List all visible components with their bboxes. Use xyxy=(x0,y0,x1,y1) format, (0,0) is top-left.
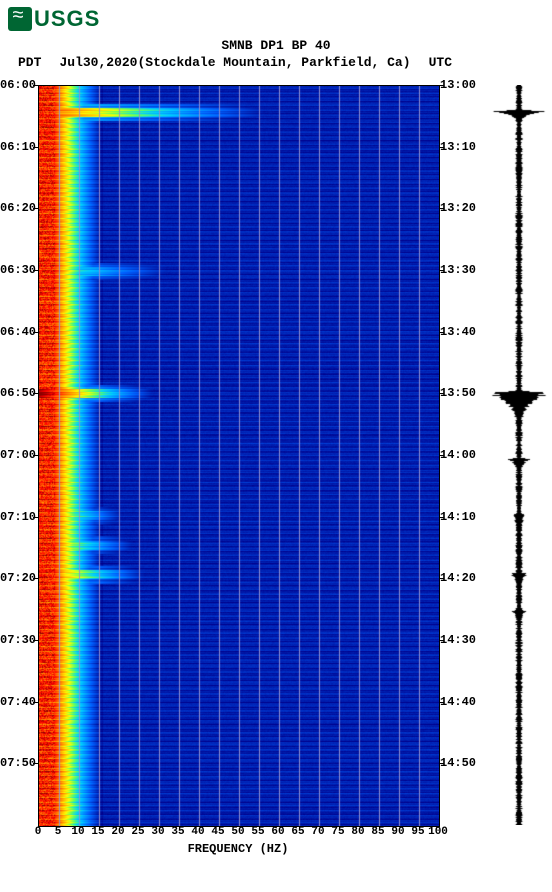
x-label: 35 xyxy=(171,826,184,838)
y-tick xyxy=(33,332,38,333)
y-right-label: 14:50 xyxy=(440,757,476,769)
x-label: 65 xyxy=(291,826,304,838)
y-tick xyxy=(439,208,444,209)
y-tick xyxy=(439,578,444,579)
y-right-label: 14:30 xyxy=(440,634,476,646)
y-left-label: 07:20 xyxy=(0,572,36,584)
x-label: 10 xyxy=(71,826,84,838)
y-tick xyxy=(439,517,444,518)
y-left-label: 07:40 xyxy=(0,696,36,708)
y-tick xyxy=(33,640,38,641)
y-tick xyxy=(33,208,38,209)
y-tick xyxy=(33,455,38,456)
x-label: 75 xyxy=(331,826,344,838)
y-left-label: 06:50 xyxy=(0,387,36,399)
seismogram-panel xyxy=(490,85,548,825)
x-label: 85 xyxy=(371,826,384,838)
y-left-label: 07:50 xyxy=(0,757,36,769)
seismogram-canvas xyxy=(490,85,548,825)
y-tick xyxy=(33,85,38,86)
y-right-label: 14:40 xyxy=(440,696,476,708)
y-right-label: 14:10 xyxy=(440,511,476,523)
x-axis-title: FREQUENCY (HZ) xyxy=(38,842,438,856)
y-right-label: 13:10 xyxy=(440,141,476,153)
usgs-logo: USGS xyxy=(8,6,100,32)
y-tick xyxy=(439,455,444,456)
y-tick xyxy=(33,270,38,271)
usgs-wave-icon xyxy=(8,7,32,31)
x-label: 95 xyxy=(411,826,424,838)
y-right-label: 14:00 xyxy=(440,449,476,461)
x-label: 40 xyxy=(191,826,204,838)
y-right-label: 13:30 xyxy=(440,264,476,276)
y-left-label: 06:10 xyxy=(0,141,36,153)
y-tick xyxy=(439,640,444,641)
y-tick xyxy=(33,763,38,764)
chart-header: SMNB DP1 BP 40 PDT Jul30,2020(Stockdale … xyxy=(0,38,552,72)
y-right-label: 14:20 xyxy=(440,572,476,584)
x-label: 60 xyxy=(271,826,284,838)
y-tick xyxy=(33,517,38,518)
y-tick xyxy=(439,147,444,148)
y-left-label: 06:20 xyxy=(0,202,36,214)
y-left-label: 07:10 xyxy=(0,511,36,523)
x-label: 0 xyxy=(35,826,42,838)
y-left-label: 07:30 xyxy=(0,634,36,646)
y-right-label: 13:20 xyxy=(440,202,476,214)
x-label: 15 xyxy=(91,826,104,838)
right-timezone: UTC xyxy=(429,55,452,72)
y-right-label: 13:00 xyxy=(440,79,476,91)
spectrogram-canvas xyxy=(39,86,439,826)
x-axis-labels: 0510152025303540455055606570758085909510… xyxy=(38,826,438,840)
spectrogram-plot xyxy=(38,85,440,827)
y-left-label: 07:00 xyxy=(0,449,36,461)
x-label: 5 xyxy=(55,826,62,838)
y-right-label: 13:50 xyxy=(440,387,476,399)
usgs-logo-text: USGS xyxy=(34,6,100,32)
x-label: 20 xyxy=(111,826,124,838)
y-tick xyxy=(439,85,444,86)
y-tick xyxy=(439,393,444,394)
y-tick xyxy=(439,270,444,271)
x-label: 55 xyxy=(251,826,264,838)
y-right-label: 13:40 xyxy=(440,326,476,338)
station-date: Jul30,2020(Stockdale Mountain, Parkfield… xyxy=(59,55,410,72)
x-label: 50 xyxy=(231,826,244,838)
x-label: 80 xyxy=(351,826,364,838)
y-left-label: 06:00 xyxy=(0,79,36,91)
left-timezone: PDT xyxy=(18,55,41,72)
y-tick xyxy=(33,393,38,394)
x-label: 90 xyxy=(391,826,404,838)
x-label: 100 xyxy=(428,826,448,838)
y-tick xyxy=(439,763,444,764)
chart-title: SMNB DP1 BP 40 xyxy=(0,38,552,55)
x-label: 30 xyxy=(151,826,164,838)
x-label: 25 xyxy=(131,826,144,838)
y-tick xyxy=(33,578,38,579)
y-tick xyxy=(33,147,38,148)
y-tick xyxy=(33,702,38,703)
y-tick xyxy=(439,702,444,703)
y-left-label: 06:40 xyxy=(0,326,36,338)
x-label: 70 xyxy=(311,826,324,838)
y-left-label: 06:30 xyxy=(0,264,36,276)
x-label: 45 xyxy=(211,826,224,838)
y-tick xyxy=(439,332,444,333)
